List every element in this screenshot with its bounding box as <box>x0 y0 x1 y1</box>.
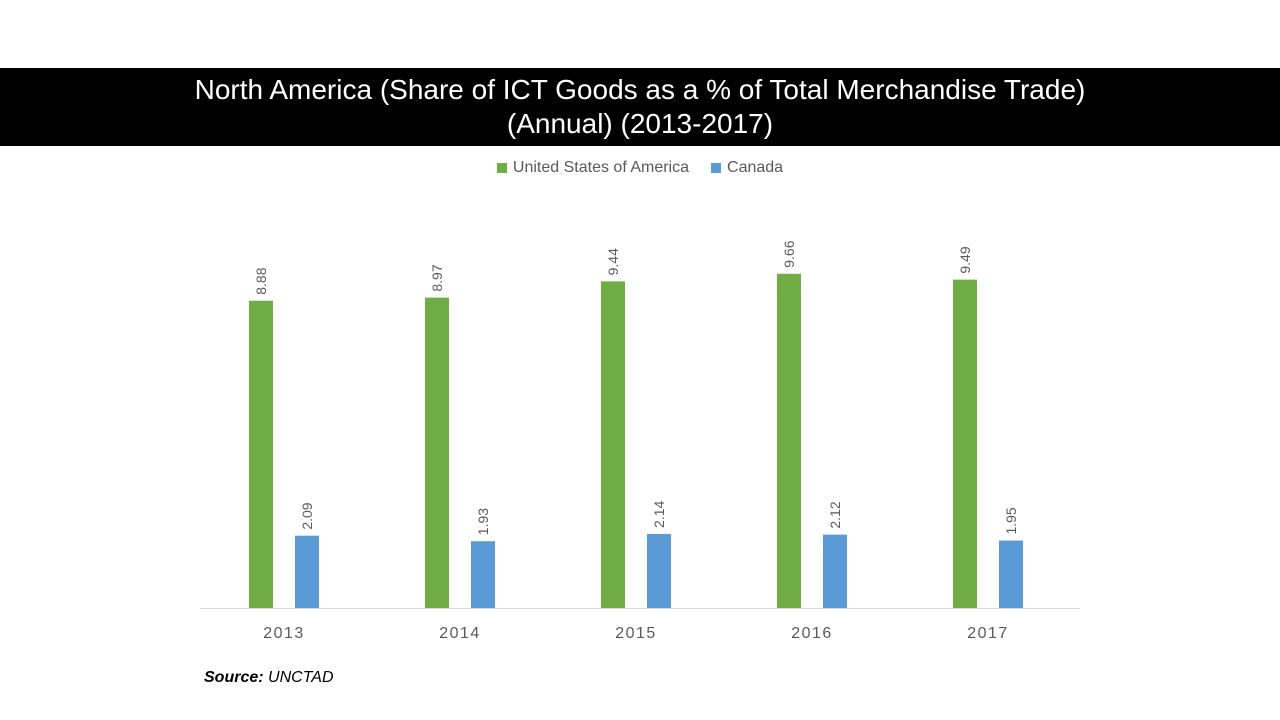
x-tick-label-2016: 2016 <box>791 625 833 642</box>
x-tick-label-2013: 2013 <box>263 625 305 642</box>
bar-usa-2017 <box>953 279 977 608</box>
data-label-usa-2017: 9.49 <box>957 246 973 273</box>
source-value: UNCTAD <box>268 669 334 686</box>
chart-title-line-2: (Annual) (2013-2017) <box>506 108 774 139</box>
chart-title-band: North America (Share of ICT Goods as a %… <box>0 68 1280 146</box>
x-tick-label-2017: 2017 <box>967 625 1009 642</box>
bar-canada-2013 <box>295 535 319 608</box>
source-label: Source: <box>204 669 264 686</box>
data-label-canada-2013: 2.09 <box>299 502 315 529</box>
legend-swatch-canada <box>711 163 722 173</box>
legend-label-usa: United States of America <box>512 159 690 176</box>
data-label-canada-2014: 1.93 <box>475 508 491 535</box>
chart-legend: United States of America Canada <box>0 159 1280 177</box>
data-label-canada-2015: 2.14 <box>651 500 667 527</box>
bar-usa-2016 <box>777 273 801 608</box>
bar-usa-2013 <box>249 300 273 608</box>
bar-canada-2016 <box>823 534 847 608</box>
bar-usa-2015 <box>601 281 625 608</box>
bar-canada-2017 <box>999 540 1023 608</box>
x-tick-label-2014: 2014 <box>439 625 481 642</box>
data-label-usa-2015: 9.44 <box>605 248 621 275</box>
legend-swatch-usa <box>496 163 507 173</box>
chart-title-line-1: North America (Share of ICT Goods as a %… <box>194 74 1086 105</box>
data-label-canada-2016: 2.12 <box>827 501 843 528</box>
data-label-usa-2013: 8.88 <box>253 267 269 294</box>
bar-usa-2014 <box>425 297 449 608</box>
legend-label-canada: Canada <box>727 159 784 176</box>
bar-canada-2014 <box>471 541 495 608</box>
x-tick-label-2015: 2015 <box>615 625 657 642</box>
legend-item-canada: Canada <box>711 159 783 177</box>
source-note: Source: UNCTAD <box>204 669 334 687</box>
data-label-usa-2016: 9.66 <box>781 240 797 267</box>
legend-item-usa: United States of America <box>496 159 690 177</box>
data-label-canada-2017: 1.95 <box>1003 507 1019 534</box>
data-label-usa-2014: 8.97 <box>429 264 445 291</box>
bar-canada-2015 <box>647 533 671 608</box>
